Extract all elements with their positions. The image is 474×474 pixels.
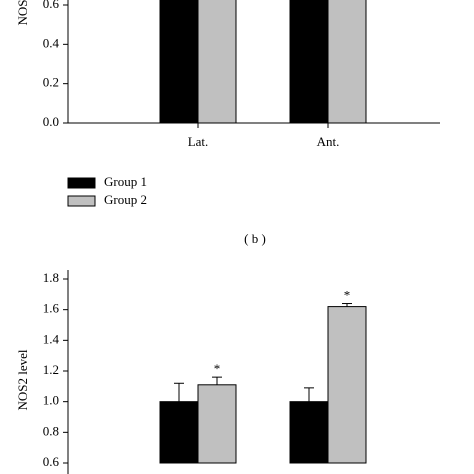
significance-mark: * <box>214 361 221 376</box>
y-tick-label: 0.6 <box>43 0 60 11</box>
y-tick-label: 1.4 <box>43 331 60 346</box>
legend-label: Group 1 <box>104 174 147 189</box>
y-tick-label: 1.6 <box>43 301 60 316</box>
y-tick-label: 0.2 <box>43 75 59 90</box>
y-tick-label: 0.6 <box>43 454 60 469</box>
significance-mark: * <box>344 288 351 303</box>
y-tick-label: 0.8 <box>43 423 59 438</box>
x-tick-label: Lat. <box>188 134 209 149</box>
legend-swatch <box>67 195 96 207</box>
bar <box>159 401 199 464</box>
y-tick-label: 0.0 <box>43 114 59 129</box>
bar <box>289 0 329 124</box>
bar <box>327 306 367 464</box>
error-bar <box>304 387 314 402</box>
y-tick-label: 0.4 <box>43 35 60 50</box>
legend-swatch <box>67 177 96 189</box>
y-tick-label: 1.0 <box>43 393 59 408</box>
bar <box>197 384 237 464</box>
y-axis-label: NOS2 level <box>15 0 30 26</box>
y-axis-label: NOS2 level <box>15 349 30 410</box>
y-tick-label: 1.2 <box>43 362 59 377</box>
bar <box>197 0 237 124</box>
error-bar <box>212 376 222 385</box>
error-bar <box>342 303 352 307</box>
bar <box>159 0 199 124</box>
error-bar <box>174 382 184 402</box>
bar <box>327 0 367 124</box>
y-tick-label: 1.8 <box>43 270 59 285</box>
bar <box>289 401 329 464</box>
x-tick-label: Ant. <box>317 134 340 149</box>
legend-label: Group 2 <box>104 192 147 207</box>
panel-label: ( b ) <box>244 231 266 246</box>
